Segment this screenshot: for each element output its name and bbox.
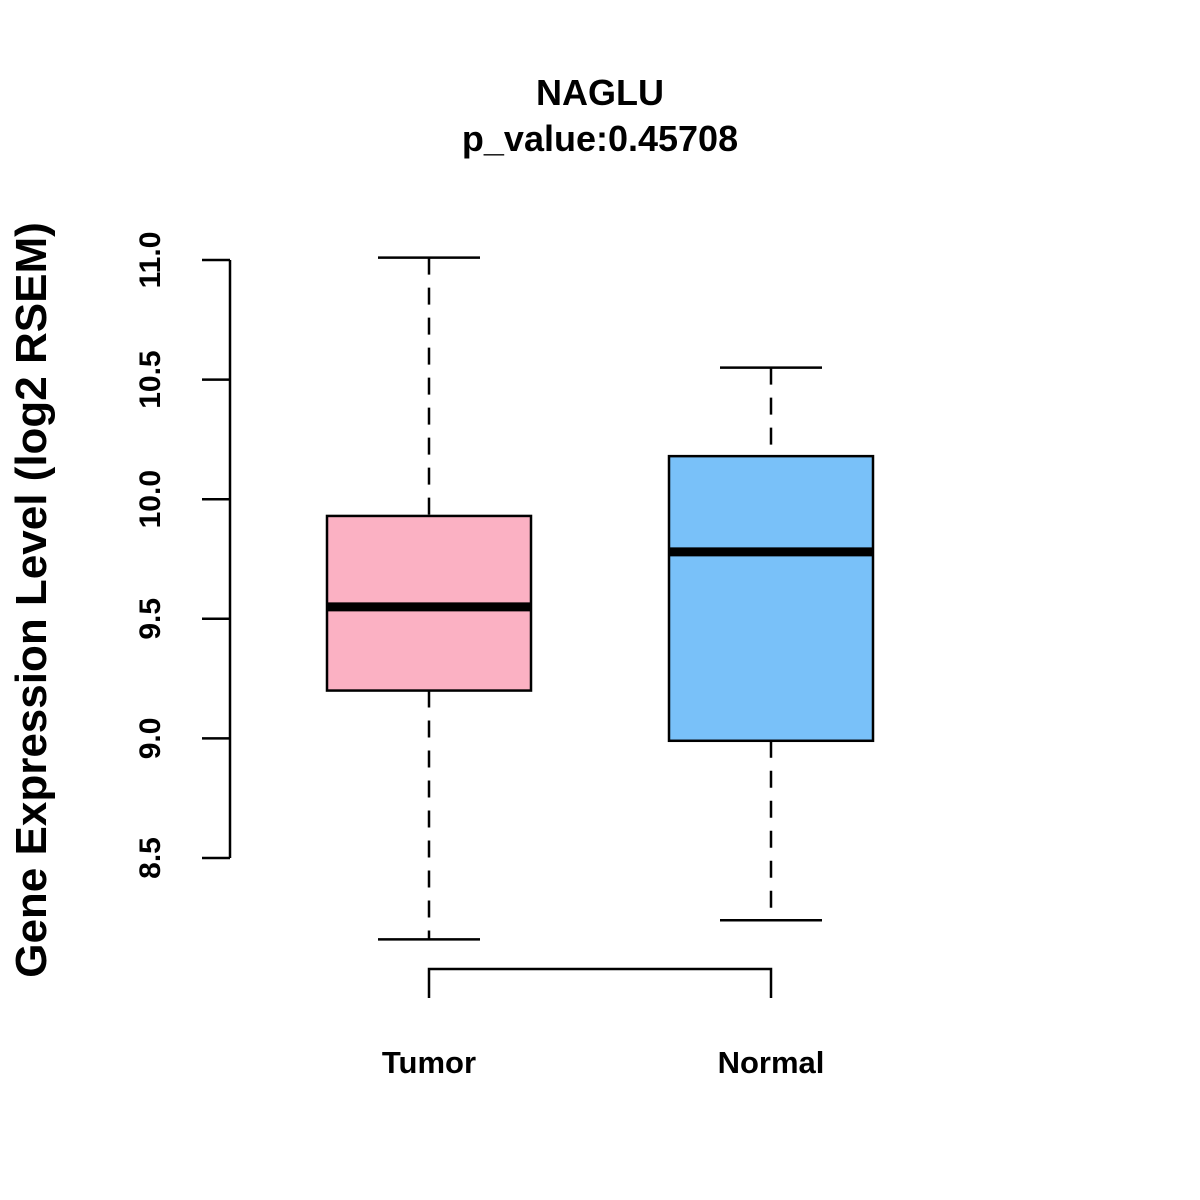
y-axis: 8.5 9.0 9.5 10.0 10.5 11.0: [134, 232, 232, 879]
x-axis-labels: Tumor Normal: [382, 1045, 824, 1080]
chart-title: NAGLU: [536, 72, 664, 113]
y-tick-label: 9.5: [134, 598, 167, 640]
box-normal: [667, 366, 875, 922]
group-bracket: [427, 967, 773, 998]
x-tick-label: Normal: [718, 1045, 825, 1080]
y-tick-label: 11.0: [134, 232, 167, 289]
y-tick-label: 10.5: [134, 350, 167, 408]
box-tumor: [325, 256, 533, 941]
y-axis-label: Gene Expression Level (log2 RSEM): [7, 222, 56, 978]
iqr-box: [667, 454, 875, 743]
x-tick-label: Tumor: [382, 1045, 476, 1080]
boxes: [325, 256, 875, 941]
y-tick-label: 8.5: [134, 837, 167, 879]
y-tick-label: 9.0: [134, 718, 167, 760]
bracket-line: [427, 967, 773, 998]
y-tick-label: 10.0: [134, 470, 167, 528]
chart-subtitle: p_value:0.45708: [462, 118, 738, 159]
